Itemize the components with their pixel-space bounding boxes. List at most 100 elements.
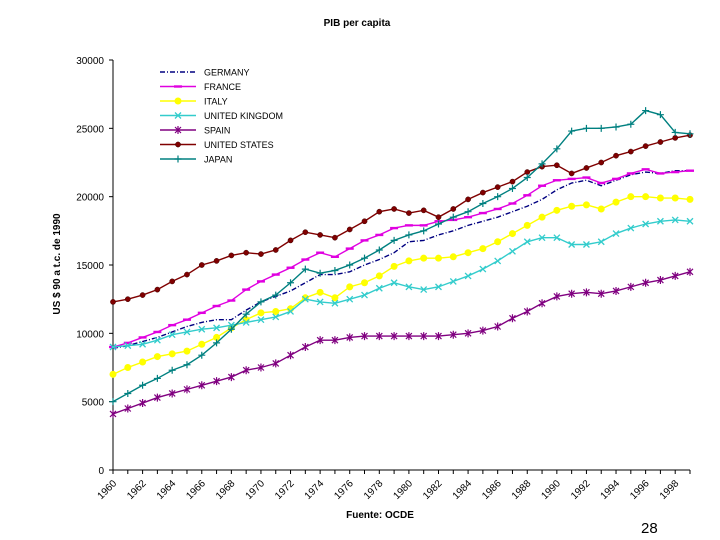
y-tick-label: 5000 xyxy=(82,398,105,409)
data-point-france xyxy=(419,224,428,227)
data-point-spain xyxy=(272,359,280,368)
legend-marker-italy xyxy=(174,97,182,105)
data-point-spain xyxy=(316,336,324,345)
data-point-united-states xyxy=(317,232,323,238)
data-point-spain xyxy=(597,289,605,298)
x-tick-label: 1992 xyxy=(569,478,593,502)
legend-label-united-kingdom: UNITED KINGDOM xyxy=(204,111,283,121)
data-point-united-states xyxy=(657,139,664,145)
data-point-japan xyxy=(375,246,383,254)
data-point-united-kingdom xyxy=(361,291,368,299)
legend-marker-spain xyxy=(174,126,182,134)
x-tick-label: 1974 xyxy=(303,478,327,502)
series-france xyxy=(109,168,694,349)
legend-item-france: FRANCE xyxy=(160,82,241,92)
data-point-italy xyxy=(671,194,679,202)
data-point-italy xyxy=(612,198,620,206)
y-axis-title: US $ 90 a t.c. de 1990 xyxy=(52,213,63,315)
data-point-japan xyxy=(272,291,280,299)
legend-item-germany: GERMANY xyxy=(160,68,250,78)
data-point-united-states xyxy=(110,299,116,305)
data-point-united-kingdom xyxy=(109,343,117,351)
data-point-japan xyxy=(494,193,502,201)
data-point-japan xyxy=(257,298,265,306)
data-point-italy xyxy=(257,309,265,317)
x-tick-label: 1964 xyxy=(155,478,179,502)
data-point-italy xyxy=(124,364,132,371)
data-point-united-kingdom xyxy=(464,272,472,280)
data-point-united-kingdom xyxy=(479,265,487,273)
data-point-france xyxy=(612,177,621,181)
x-tick-label: 1970 xyxy=(244,478,268,502)
data-point-japan xyxy=(361,254,369,262)
data-point-italy xyxy=(523,221,531,229)
data-point-italy xyxy=(390,262,398,270)
data-point-japan xyxy=(331,266,339,274)
data-point-spain xyxy=(242,366,250,375)
x-tick-label: 1968 xyxy=(214,478,238,502)
x-tick-label: 1976 xyxy=(332,478,356,502)
data-point-italy xyxy=(434,254,442,262)
data-point-france xyxy=(227,299,236,302)
data-point-italy xyxy=(139,358,147,366)
data-point-united-kingdom xyxy=(435,283,442,291)
data-point-united-states xyxy=(524,169,531,175)
x-tick-label: 1990 xyxy=(539,478,563,502)
data-point-japan xyxy=(301,265,309,273)
data-point-united-kingdom xyxy=(153,336,161,344)
legend: GERMANY FRANCE ITALY UNITED KINGDOM SPAIN UNI… xyxy=(160,68,283,165)
data-point-france xyxy=(626,172,635,175)
data-point-italy xyxy=(109,370,117,378)
data-point-france xyxy=(552,179,561,182)
data-point-united-states xyxy=(124,296,131,303)
data-point-japan xyxy=(434,220,442,228)
data-point-japan xyxy=(627,120,635,128)
data-point-united-kingdom xyxy=(523,238,531,246)
series-united-kingdom xyxy=(109,216,694,351)
data-point-united-states xyxy=(213,258,220,264)
legend-marker-united-kingdom xyxy=(174,112,182,119)
data-point-spain xyxy=(435,332,442,341)
y-tick-label: 10000 xyxy=(76,329,104,340)
data-point-japan xyxy=(642,107,650,115)
data-point-spain xyxy=(583,288,590,297)
data-point-spain xyxy=(287,351,294,360)
legend-item-united-states: UNITED STATES xyxy=(160,140,274,150)
data-point-japan xyxy=(390,236,398,244)
data-point-france xyxy=(138,336,147,339)
data-point-united-states xyxy=(228,252,235,259)
data-point-france xyxy=(464,215,473,219)
data-point-france xyxy=(508,202,517,205)
data-point-japan xyxy=(183,361,191,369)
data-point-japan xyxy=(139,381,147,389)
series-group xyxy=(109,107,694,418)
data-point-japan xyxy=(227,325,235,333)
data-point-spain xyxy=(346,333,354,342)
x-tick-label: 1984 xyxy=(451,478,475,502)
data-point-united-states xyxy=(583,165,590,171)
data-point-japan xyxy=(213,339,221,347)
data-point-united-states xyxy=(553,162,560,169)
data-point-japan xyxy=(109,398,117,406)
data-point-italy xyxy=(272,307,280,315)
data-point-japan xyxy=(582,124,590,132)
y-tick-label: 15000 xyxy=(76,261,104,272)
data-point-united-kingdom xyxy=(656,217,664,225)
data-point-united-states xyxy=(287,237,294,244)
x-tick-label: 1980 xyxy=(392,478,416,502)
data-point-united-states xyxy=(243,249,250,256)
data-point-italy xyxy=(183,347,191,355)
data-point-united-kingdom xyxy=(346,295,354,303)
data-point-italy xyxy=(508,230,516,238)
data-point-spain xyxy=(479,326,487,335)
data-point-italy xyxy=(464,249,472,257)
data-point-united-kingdom xyxy=(331,299,339,307)
x-tick-label: 1986 xyxy=(480,478,504,502)
data-point-italy xyxy=(582,201,590,209)
data-point-spain xyxy=(464,329,472,338)
legend-item-spain: SPAIN xyxy=(160,126,230,136)
data-point-united-states xyxy=(154,286,161,293)
data-point-italy xyxy=(449,253,457,261)
x-tick-label: 1962 xyxy=(125,478,149,502)
data-point-italy xyxy=(153,353,161,361)
